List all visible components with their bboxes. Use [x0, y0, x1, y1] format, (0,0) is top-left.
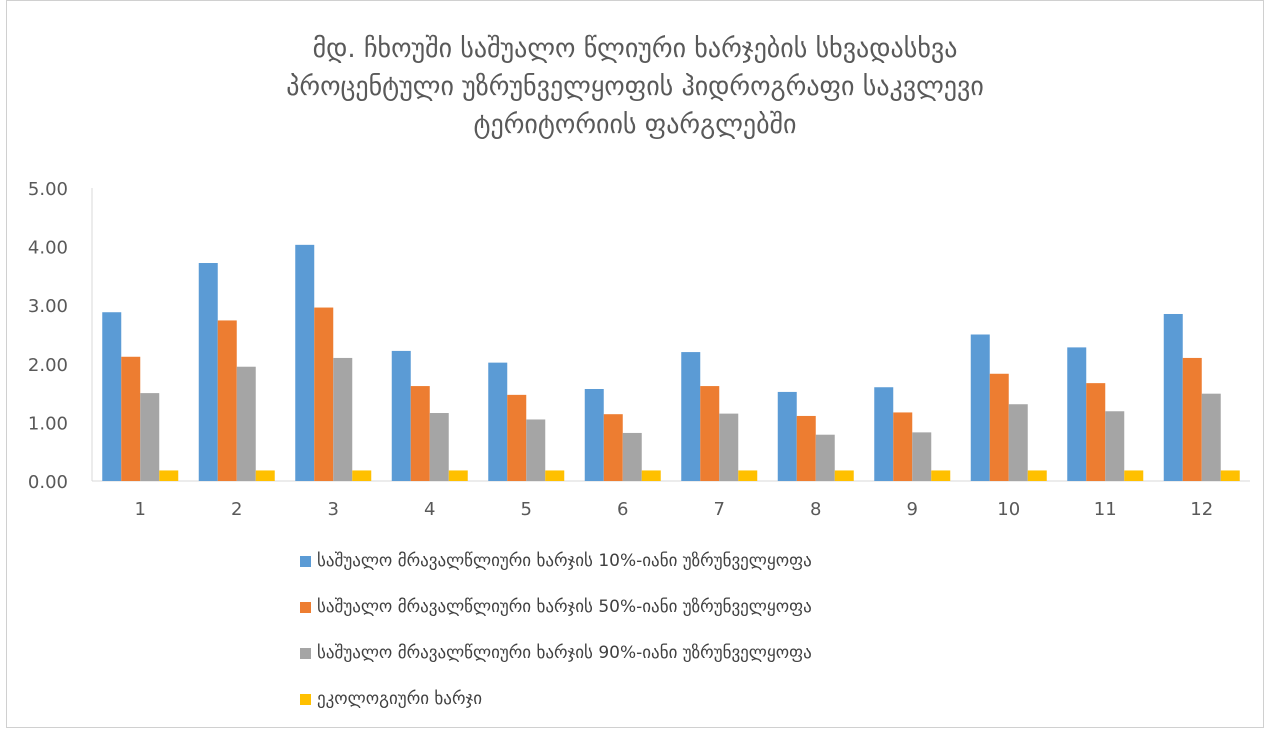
- bar-series-1-cat-4: [391, 350, 411, 481]
- legend-label-10pct: საშუალო მრავალწლიური ხარჯის 10%-იანი უზრ…: [317, 551, 812, 571]
- bar-series-4-cat-3: [352, 470, 372, 481]
- bar-series-3-cat-1: [140, 393, 160, 481]
- bar-series-3-cat-2: [236, 366, 256, 481]
- bar-series-1-cat-2: [198, 263, 218, 481]
- bar-series-3-cat-3: [333, 357, 353, 481]
- chart-title-line-2: პროცენტული უზრუნველყოფის ჰიდროგრაფი საკვ…: [286, 72, 984, 102]
- y-axis: 0.00 1.00 2.00 3.00 4.00 5.00: [28, 179, 93, 493]
- legend-swatch-90pct: [300, 647, 311, 659]
- y-tick-label: 1.00: [28, 413, 68, 434]
- bar-series-3-cat-12: [1201, 393, 1221, 481]
- x-tick-label: 3: [328, 499, 339, 520]
- bar-series-2-cat-11: [1086, 383, 1106, 481]
- chart-title-line-1: მდ. ჩხოუში საშუალო წლიური ხარჯების სხვად…: [312, 34, 958, 64]
- y-tick-label: 4.00: [28, 238, 68, 259]
- legend-swatch-ecological: [300, 693, 311, 705]
- bar-series-2-cat-10: [989, 373, 1009, 481]
- x-tick-label: 6: [617, 499, 628, 520]
- bar-series-2-cat-1: [121, 356, 141, 481]
- bar-series-3-cat-8: [815, 434, 835, 481]
- bar-series-3-cat-10: [1008, 404, 1028, 481]
- legend-item-ecological: ეკოლოგიური ხარჯი: [300, 688, 812, 710]
- x-tick-label: 10: [997, 499, 1020, 520]
- bar-series-4-cat-11: [1124, 470, 1144, 481]
- bar-series-2-cat-6: [603, 414, 623, 481]
- bar-series-4-cat-8: [834, 470, 854, 481]
- legend-label-ecological: ეკოლოგიური ხარჯი: [317, 689, 482, 709]
- bar-series-3-cat-5: [526, 419, 546, 481]
- bar-series-4-cat-4: [448, 470, 468, 481]
- x-tick-label: 4: [424, 499, 435, 520]
- bar-series-1-cat-1: [102, 312, 122, 481]
- bar-series-3-cat-7: [719, 413, 739, 481]
- bar-series-4-cat-1: [159, 470, 179, 481]
- legend-label-90pct: საშუალო მრავალწლიური ხარჯის 90%-იანი უზრ…: [317, 643, 812, 663]
- legend-item-90pct: საშუალო მრავალწლიური ხარჯის 90%-იანი უზრ…: [300, 642, 812, 664]
- bar-series-2-cat-4: [410, 386, 430, 481]
- legend: საშუალო მრავალწლიური ხარჯის 10%-იანი უზრ…: [300, 550, 812, 734]
- bars: [102, 244, 1240, 481]
- legend-item-10pct: საშუალო მრავალწლიური ხარჯის 10%-იანი უზრ…: [300, 550, 812, 572]
- bar-series-1-cat-9: [874, 387, 894, 481]
- bar-series-1-cat-10: [970, 334, 990, 481]
- bar-series-2-cat-12: [1182, 357, 1202, 481]
- y-tick-label: 5.00: [28, 179, 68, 200]
- chart-title: მდ. ჩხოუში საშუალო წლიური ხარჯების სხვად…: [0, 30, 1270, 144]
- bar-series-1-cat-3: [295, 244, 315, 481]
- bar-series-2-cat-3: [314, 307, 334, 481]
- x-tick-label: 8: [810, 499, 821, 520]
- bar-series-4-cat-6: [641, 470, 661, 481]
- bar-series-3-cat-6: [622, 432, 642, 481]
- x-tick-label: 5: [521, 499, 532, 520]
- x-tick-label: 12: [1190, 499, 1213, 520]
- x-tick-label: 1: [135, 499, 146, 520]
- bar-series-1-cat-6: [584, 388, 604, 481]
- bar-series-2-cat-7: [700, 386, 720, 481]
- y-tick-label: 0.00: [28, 472, 68, 493]
- legend-item-50pct: საშუალო მრავალწლიური ხარჯის 50%-იანი უზრ…: [300, 596, 812, 618]
- bar-series-1-cat-11: [1067, 347, 1087, 481]
- bar-series-1-cat-7: [681, 352, 701, 481]
- x-axis: 1 2 3 4 5 6 7 8 9 10 11 12: [92, 480, 1250, 520]
- bar-series-2-cat-2: [217, 320, 237, 481]
- legend-swatch-50pct: [300, 601, 311, 613]
- x-tick-label: 11: [1094, 499, 1117, 520]
- bar-series-4-cat-10: [1027, 470, 1047, 481]
- bar-series-4-cat-12: [1220, 470, 1240, 481]
- bar-series-4-cat-2: [255, 470, 275, 481]
- bar-series-1-cat-5: [488, 362, 508, 481]
- bar-series-4-cat-5: [545, 470, 565, 481]
- bar-series-1-cat-12: [1163, 313, 1183, 481]
- y-tick-label: 2.00: [28, 355, 68, 376]
- bar-series-4-cat-9: [931, 470, 951, 481]
- bar-series-2-cat-5: [507, 394, 527, 481]
- legend-swatch-10pct: [300, 555, 311, 567]
- legend-label-50pct: საშუალო მრავალწლიური ხარჯის 50%-იანი უზრ…: [317, 597, 812, 617]
- bar-series-2-cat-8: [796, 415, 816, 481]
- bar-series-1-cat-8: [777, 391, 797, 481]
- x-tick-label: 7: [714, 499, 725, 520]
- bar-series-3-cat-9: [912, 432, 932, 481]
- y-tick-label: 3.00: [28, 296, 68, 317]
- bar-series-3-cat-11: [1105, 411, 1125, 481]
- bar-series-2-cat-9: [893, 412, 913, 481]
- x-tick-label: 2: [231, 499, 242, 520]
- bar-series-3-cat-4: [429, 413, 449, 481]
- chart-title-line-3: ტერიტორიის ფარგლებში: [473, 110, 797, 140]
- x-tick-label: 9: [907, 499, 918, 520]
- bar-series-4-cat-7: [738, 470, 758, 481]
